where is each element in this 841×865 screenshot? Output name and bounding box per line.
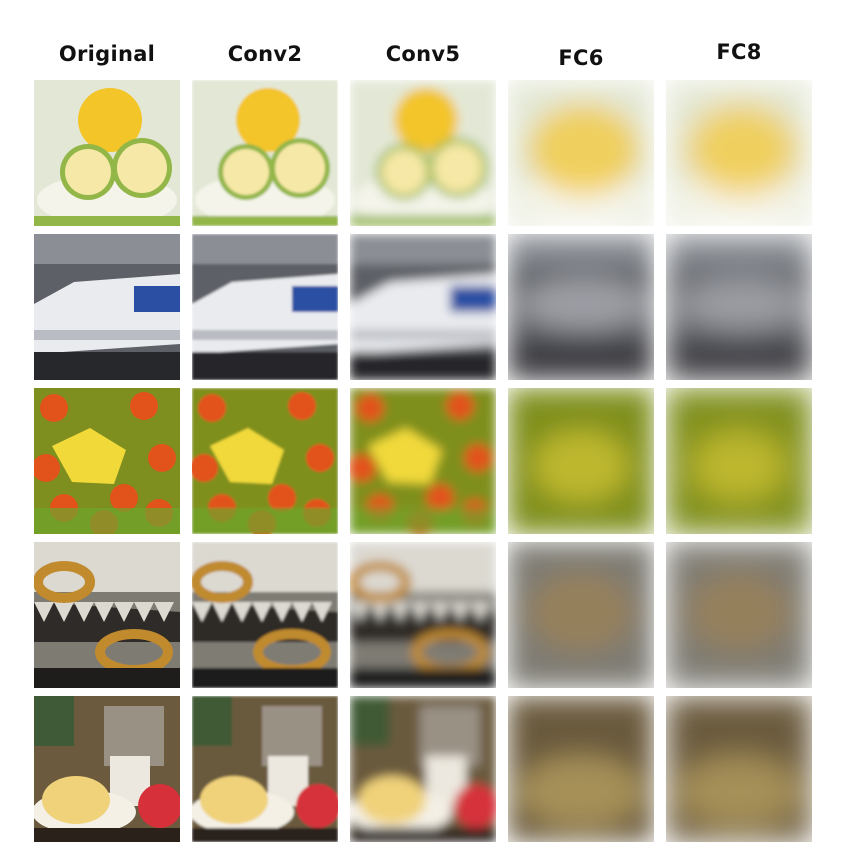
image-food-fc6-graphic [508, 696, 654, 842]
image-lemons-conv2 [192, 80, 338, 226]
image-food-conv2-graphic [192, 696, 338, 842]
image-butterfly-fc6-graphic [508, 388, 654, 534]
image-chain-fc6 [508, 542, 654, 688]
image-train-conv5 [350, 234, 496, 380]
column-header-conv5: Conv5 [385, 42, 461, 66]
image-train-fc6-graphic [508, 234, 654, 380]
image-lemons-fc8-graphic [666, 80, 812, 226]
image-chain-fc6-graphic [508, 542, 654, 688]
column-header-conv2: Conv2 [227, 42, 303, 66]
image-butterfly-original-graphic [34, 388, 180, 534]
image-food-fc8 [666, 696, 812, 842]
image-lemons-conv5 [350, 80, 496, 226]
image-train-original [34, 234, 180, 380]
image-butterfly-fc8 [666, 388, 812, 534]
image-butterfly-fc6 [508, 388, 654, 534]
image-food-conv5 [350, 696, 496, 842]
image-lemons-original [34, 80, 180, 226]
image-lemons-fc8 [666, 80, 812, 226]
image-train-conv5-graphic [350, 234, 496, 380]
image-butterfly-conv2-graphic [192, 388, 338, 534]
image-butterfly-fc8-graphic [666, 388, 812, 534]
image-chain-fc8 [666, 542, 812, 688]
image-butterfly-conv5 [350, 388, 496, 534]
image-butterfly-original [34, 388, 180, 534]
column-header-fc8: FC8 [716, 40, 762, 64]
image-chain-conv2-graphic [192, 542, 338, 688]
image-train-original-graphic [34, 234, 180, 380]
image-food-fc6 [508, 696, 654, 842]
image-food-original [34, 696, 180, 842]
image-butterfly-conv5-graphic [350, 388, 496, 534]
image-lemons-fc6-graphic [508, 80, 654, 226]
image-train-fc6 [508, 234, 654, 380]
image-food-original-graphic [34, 696, 180, 842]
column-header-fc6: FC6 [558, 46, 604, 70]
image-train-conv2-graphic [192, 234, 338, 380]
image-chain-conv5-graphic [350, 542, 496, 688]
image-chain-fc8-graphic [666, 542, 812, 688]
image-lemons-fc6 [508, 80, 654, 226]
image-butterfly-conv2 [192, 388, 338, 534]
image-chain-conv2 [192, 542, 338, 688]
image-food-conv5-graphic [350, 696, 496, 842]
image-food-fc8-graphic [666, 696, 812, 842]
image-train-fc8-graphic [666, 234, 812, 380]
image-lemons-original-graphic [34, 80, 180, 226]
image-chain-conv5 [350, 542, 496, 688]
image-lemons-conv5-graphic [350, 80, 496, 226]
image-chain-original-graphic [34, 542, 180, 688]
image-train-fc8 [666, 234, 812, 380]
image-train-conv2 [192, 234, 338, 380]
image-chain-original [34, 542, 180, 688]
image-lemons-conv2-graphic [192, 80, 338, 226]
image-food-conv2 [192, 696, 338, 842]
column-header-original: Original [58, 42, 156, 66]
